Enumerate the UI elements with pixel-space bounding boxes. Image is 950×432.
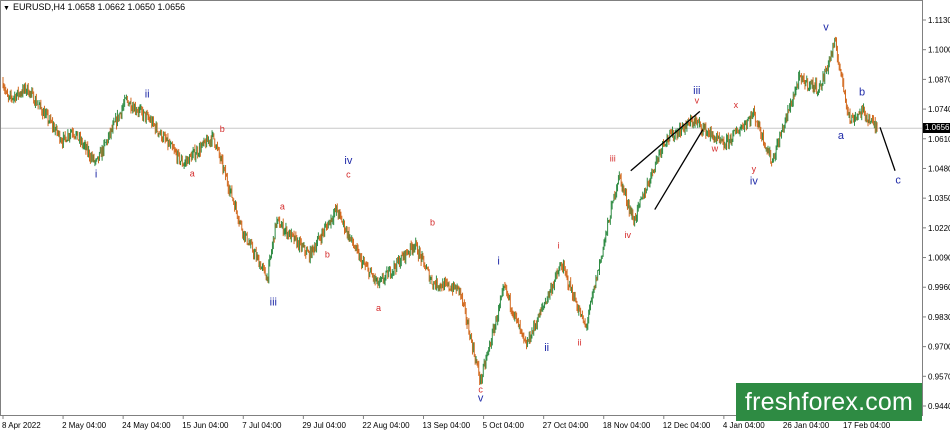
x-tick-label: 22 Aug 04:00 bbox=[362, 421, 410, 430]
wave-label: iv bbox=[344, 155, 352, 167]
wave-label: v bbox=[695, 95, 700, 105]
x-tick-label: 8 Apr 2022 bbox=[2, 421, 41, 430]
y-tick-label: 0.9440 bbox=[928, 402, 950, 411]
x-tick-label: 27 Oct 04:00 bbox=[543, 421, 589, 430]
y-tick-label: 1.1130 bbox=[928, 16, 950, 25]
x-tick-label: 17 Feb 04:00 bbox=[843, 421, 891, 430]
wave-label: v bbox=[478, 392, 484, 404]
wave-label: b bbox=[859, 86, 865, 98]
trend-lines-layer bbox=[630, 110, 896, 210]
y-tick-label: 1.0480 bbox=[928, 164, 950, 173]
symbol-name: EURUSD,H4 bbox=[12, 2, 65, 12]
y-tick-label: 1.0220 bbox=[928, 224, 950, 233]
wave-label: iv bbox=[624, 230, 631, 240]
wave-label: iii bbox=[693, 85, 700, 97]
x-tick-label: 7 Jul 04:00 bbox=[242, 421, 282, 430]
candles-layer bbox=[2, 36, 878, 386]
x-tick-label: 2 May 04:00 bbox=[62, 421, 107, 430]
x-tick-label: 5 Oct 04:00 bbox=[483, 421, 525, 430]
wave-label: a bbox=[280, 202, 285, 212]
wave-label: i bbox=[95, 169, 97, 181]
wave-label: x bbox=[734, 100, 739, 110]
wave-label: ii bbox=[578, 337, 582, 347]
x-tick-label: 26 Jan 04:00 bbox=[783, 421, 830, 430]
wave-label: a bbox=[376, 303, 381, 313]
wave-label: b bbox=[220, 124, 225, 134]
x-tick-label: 12 Dec 04:00 bbox=[663, 421, 711, 430]
wave-label: a bbox=[838, 130, 845, 142]
dropdown-triangle-icon[interactable]: ▼ bbox=[3, 5, 10, 12]
trend-line bbox=[879, 127, 896, 171]
x-tick-label: 24 May 04:00 bbox=[122, 421, 171, 430]
wave-label: c bbox=[895, 174, 901, 186]
plot-frame bbox=[0, 0, 923, 416]
x-tick-label: 29 Jul 04:00 bbox=[302, 421, 346, 430]
x-tick-label: 4 Jan 04:00 bbox=[723, 421, 765, 430]
x-tick-label: 18 Nov 04:00 bbox=[603, 421, 651, 430]
wave-label: b bbox=[430, 218, 435, 228]
wave-label: i bbox=[497, 255, 499, 267]
wave-label: y bbox=[752, 164, 757, 174]
x-tick-label: 13 Sep 04:00 bbox=[423, 421, 471, 430]
x-tick-label: 15 Jun 04:00 bbox=[182, 421, 229, 430]
ohlc-values: 1.0658 1.0662 1.0650 1.0656 bbox=[67, 2, 186, 12]
wave-label: v bbox=[823, 21, 829, 33]
y-tick-label: 1.1000 bbox=[928, 46, 950, 55]
wave-label: c bbox=[346, 170, 351, 180]
y-tick-label: 1.0870 bbox=[928, 75, 950, 84]
wave-label: b bbox=[325, 250, 330, 260]
trend-line bbox=[654, 129, 704, 210]
trend-line bbox=[630, 110, 701, 172]
wave-label: ii bbox=[544, 342, 549, 354]
y-tick-label: 1.0740 bbox=[928, 105, 950, 114]
brand-logo: freshforex.com bbox=[736, 383, 922, 421]
current-price-tag: 1.0656 bbox=[923, 123, 950, 134]
wave-label: iii bbox=[270, 297, 277, 309]
y-tick-label: 1.0610 bbox=[928, 135, 950, 144]
wave-label: a bbox=[190, 168, 195, 178]
wave-label: w bbox=[711, 143, 719, 153]
wave-label: iv bbox=[750, 175, 758, 187]
y-tick-label: 1.0350 bbox=[928, 194, 950, 203]
wave-label: c bbox=[478, 384, 483, 394]
wave-label: ii bbox=[145, 89, 150, 101]
symbol-header: ▼ EURUSD,H4 1.0658 1.0662 1.0650 1.0656 bbox=[3, 2, 185, 12]
wave-label: i bbox=[558, 240, 560, 250]
wave-label: iii bbox=[610, 154, 616, 164]
